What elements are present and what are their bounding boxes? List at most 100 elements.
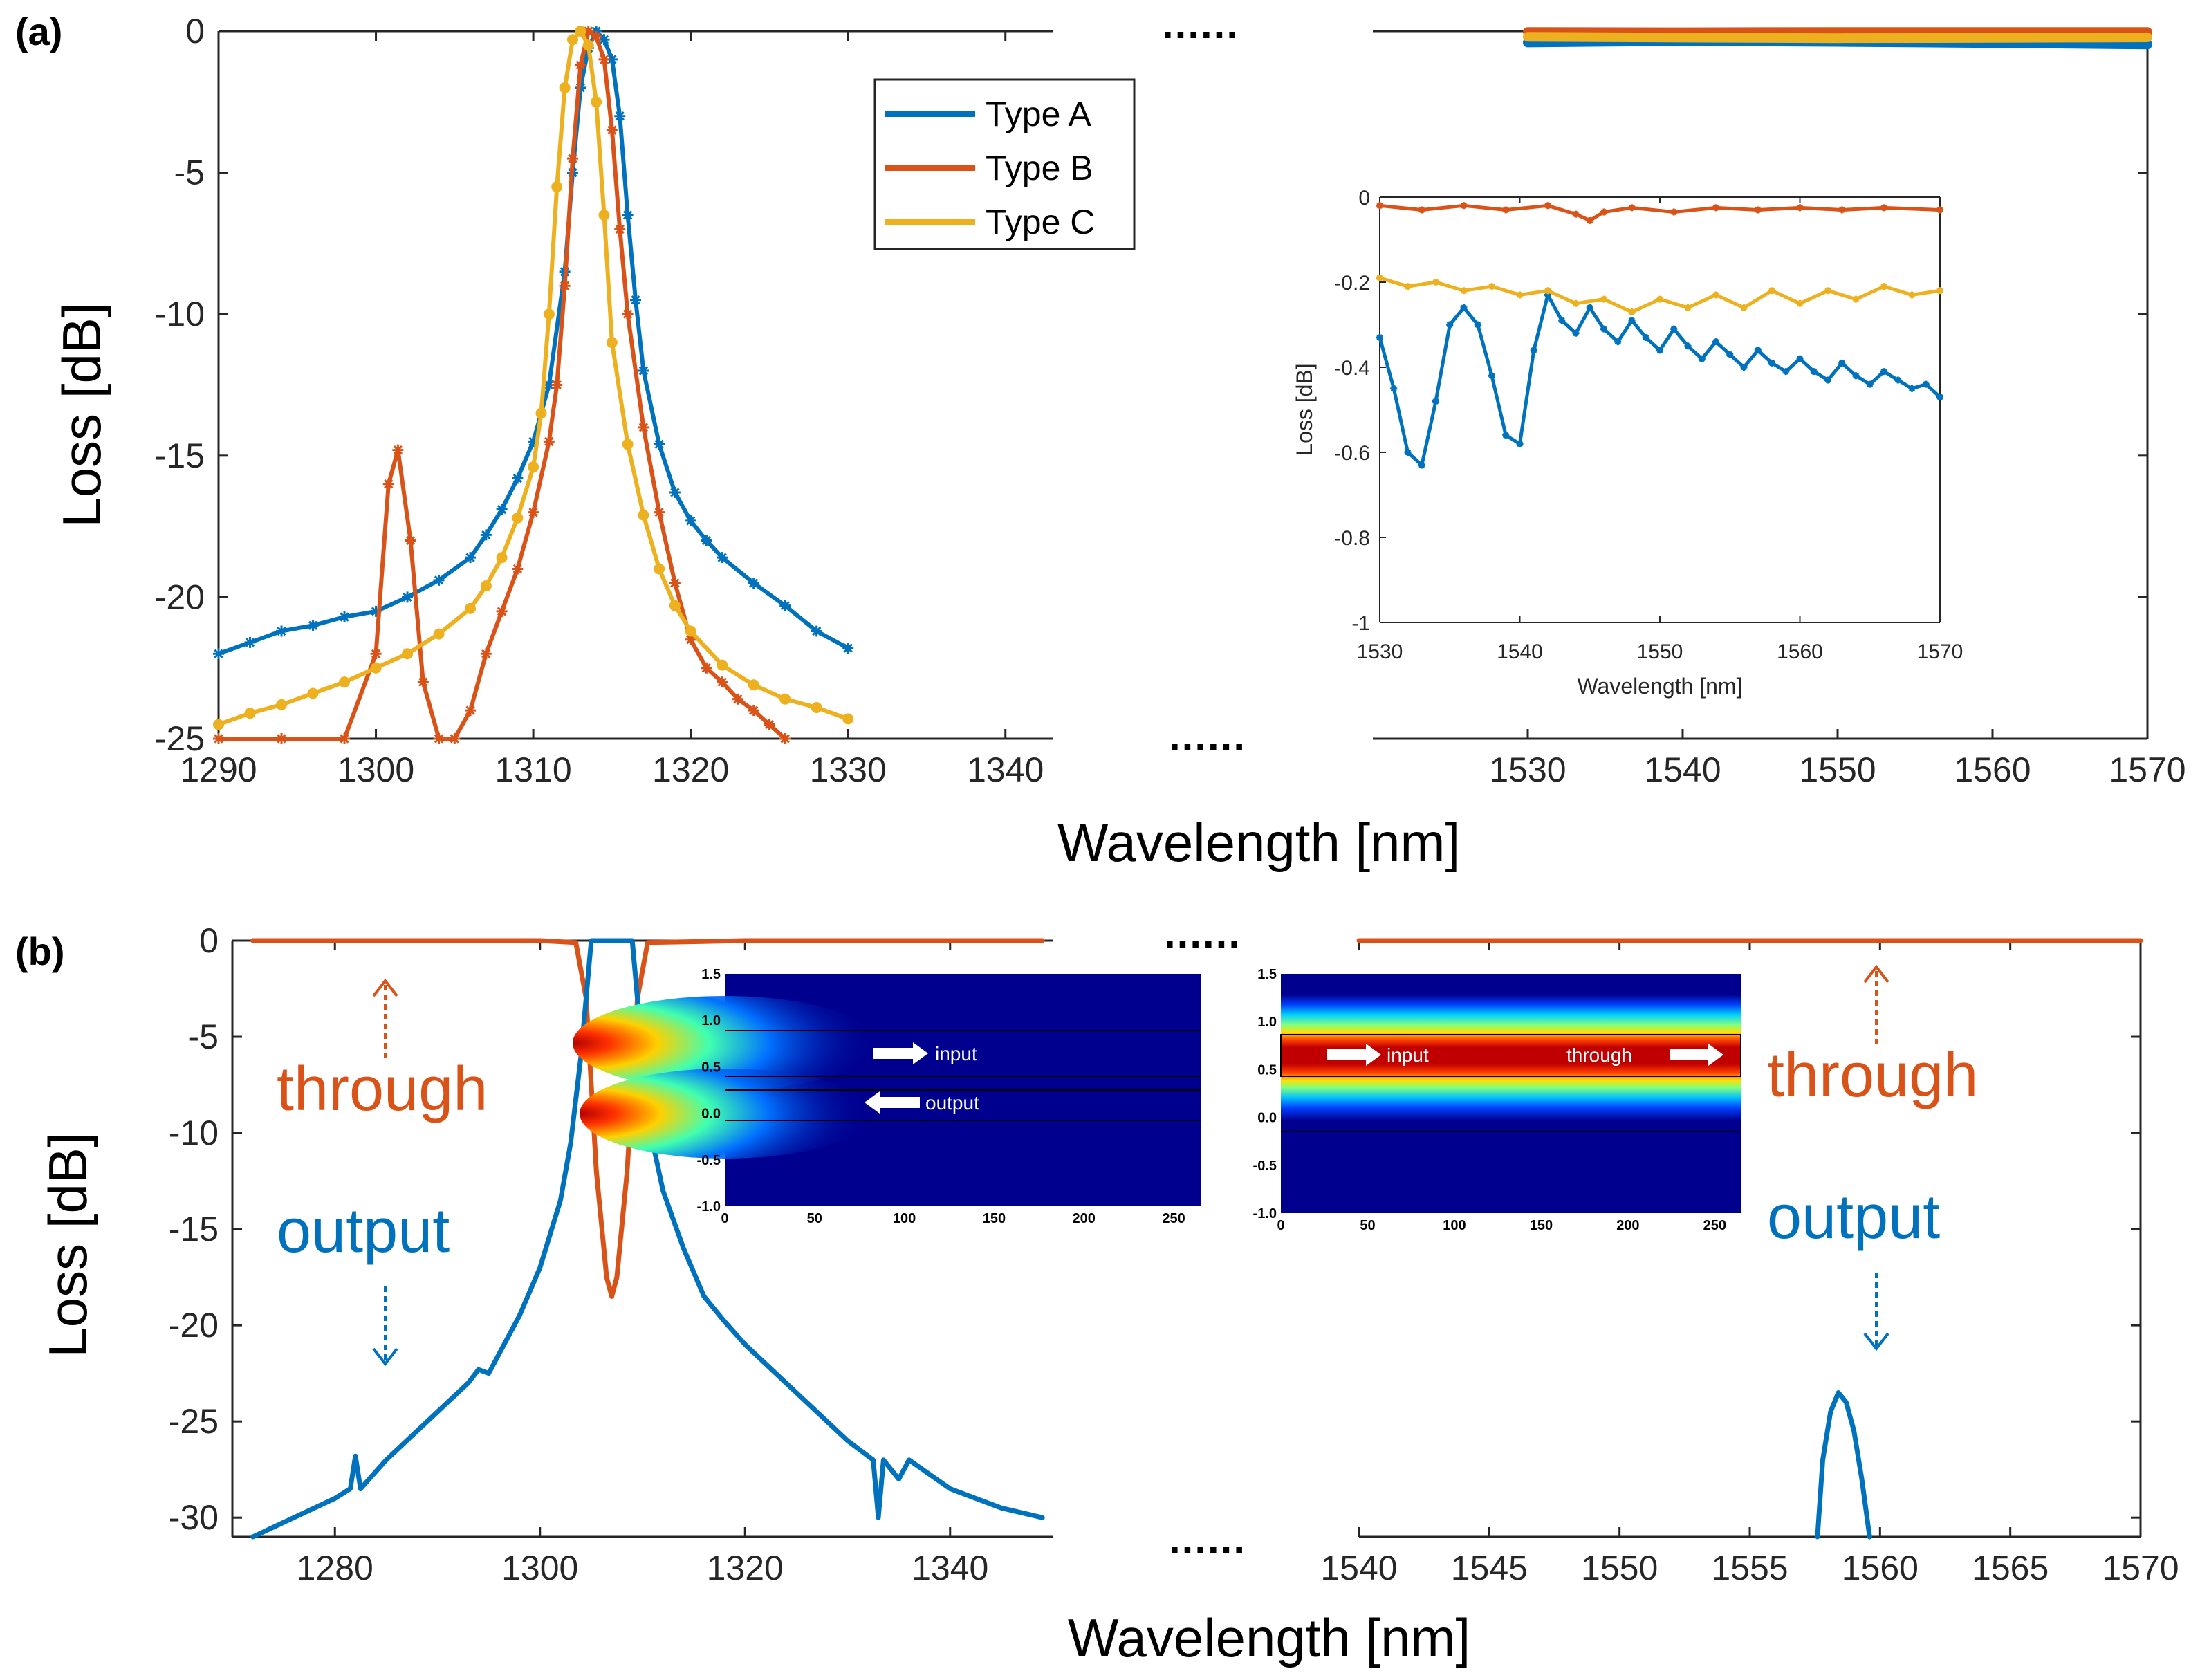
- series-line-through: [250, 938, 1045, 1299]
- inset-y-axis-title: Loss [dB]: [1292, 363, 1317, 455]
- data-point: [598, 53, 610, 65]
- y-tick-label: -10: [169, 1114, 219, 1152]
- chart-a-right: 1530 1540 1550 1560 1570: [1373, 27, 2186, 789]
- data-point: [402, 591, 414, 603]
- data-point: [748, 679, 759, 691]
- data-point: [1446, 321, 1454, 329]
- arrow-head: [372, 1347, 398, 1367]
- data-point: [748, 705, 759, 717]
- data-point: [1880, 283, 1887, 290]
- data-point: [1656, 347, 1663, 354]
- data-point: [244, 636, 256, 648]
- axes: 0 50 100 150 200 250 1.5 1.0 0.5 0.0 -0.5 -1.0: [1253, 967, 1727, 1233]
- data-point: [512, 512, 524, 524]
- y-tick-label: -1.0: [1253, 1206, 1277, 1221]
- data-point: [1404, 283, 1412, 290]
- data-point: [370, 662, 382, 674]
- annotation-through: through: [277, 1055, 488, 1124]
- arrow-head: [372, 978, 398, 997]
- data-point: [465, 602, 477, 614]
- data-point: [582, 39, 594, 51]
- data-point: [276, 699, 288, 710]
- arrow-head: [1863, 1332, 1889, 1351]
- data-point: [1460, 304, 1468, 311]
- x-tick-label: 1340: [912, 1549, 988, 1587]
- data-point: [392, 444, 404, 456]
- x-tick-label: 1560: [1954, 750, 2031, 789]
- data-point: [606, 53, 618, 65]
- x-tick-label: 1280: [297, 1549, 373, 1587]
- data-point: [779, 600, 791, 611]
- data-point: [370, 605, 382, 617]
- data-point: [1572, 299, 1580, 307]
- x-tick-label: 150: [1530, 1218, 1553, 1233]
- data-point: [1852, 372, 1860, 380]
- data-point: [1796, 299, 1804, 307]
- data-point: [528, 461, 539, 473]
- y-tick-label: 1.5: [701, 967, 721, 982]
- x-tick-label: 1555: [1711, 1549, 1788, 1587]
- series-line-output: [1815, 1390, 1872, 1540]
- annotation-through: through: [1767, 1041, 1978, 1110]
- data-point: [566, 34, 578, 46]
- data-point: [1516, 291, 1524, 299]
- data-point: [582, 26, 594, 37]
- data-point: [1824, 287, 1831, 295]
- data-point: [748, 577, 759, 589]
- data-point: [1922, 380, 1930, 388]
- data-point: [405, 535, 416, 546]
- data-point: [1726, 351, 1734, 358]
- y-tick-label: -20: [155, 578, 205, 616]
- data-point: [842, 713, 854, 725]
- data-point: [811, 701, 822, 713]
- chart-b-right: 1540 1545 1550 1555 1560 1565 1570 through out…: [1320, 938, 2179, 1587]
- field-lobe-input: [573, 996, 877, 1090]
- data-point: [630, 294, 641, 306]
- data-point: [339, 733, 351, 744]
- data-point: [1614, 338, 1622, 346]
- data-point: [1754, 206, 1762, 214]
- y-tick-label: -15: [155, 436, 205, 475]
- data-point: [575, 26, 586, 37]
- y-tick-label: -0.8: [1334, 527, 1370, 550]
- panel-label-b: (b): [15, 930, 65, 973]
- arrow-input-icon: [873, 1042, 928, 1064]
- data-point: [1488, 372, 1495, 380]
- data-point: [1796, 355, 1804, 362]
- data-point: [1782, 368, 1790, 376]
- x-tick-label: 1530: [1357, 640, 1403, 663]
- data-point: [1628, 317, 1636, 324]
- series-lines: [1376, 202, 1943, 469]
- data-point: [213, 719, 224, 730]
- data-point: [685, 625, 696, 637]
- data-point: [598, 34, 610, 46]
- data-point: [382, 478, 394, 490]
- data-point: [1600, 208, 1607, 216]
- axis-break-mark: ......: [1169, 713, 1246, 759]
- y-tick-label: 1.0: [701, 1013, 721, 1028]
- legend: Type A Type B Type C: [873, 78, 1136, 250]
- y-tick-label: -1.0: [697, 1199, 721, 1215]
- chart-a-inset: 1530 1540 1550 1560 15700-0.2-0.4-0.6-0.8-1 …: [1292, 187, 1963, 699]
- x-tick-label: 1560: [1842, 1549, 1919, 1587]
- inset-x-axis-title: Wavelength [nm]: [1578, 674, 1743, 699]
- data-point: [480, 580, 492, 592]
- x-tick-label: 1550: [1799, 750, 1876, 789]
- y-tick-label: 0.0: [701, 1107, 721, 1122]
- data-point: [1404, 449, 1412, 456]
- x-tick-label: 1330: [810, 750, 887, 789]
- data-point: [842, 643, 854, 654]
- data-point: [307, 687, 319, 699]
- data-point: [622, 439, 634, 450]
- data-point: [1572, 329, 1580, 337]
- data-point: [1936, 394, 1943, 401]
- data-point: [496, 504, 508, 515]
- data-point: [1516, 440, 1524, 447]
- data-point: [480, 648, 492, 660]
- data-point: [811, 625, 822, 637]
- legend-label-type-a: Type A: [986, 95, 1092, 133]
- data-point: [480, 529, 492, 541]
- data-point: [1754, 347, 1762, 354]
- data-point: [276, 733, 288, 744]
